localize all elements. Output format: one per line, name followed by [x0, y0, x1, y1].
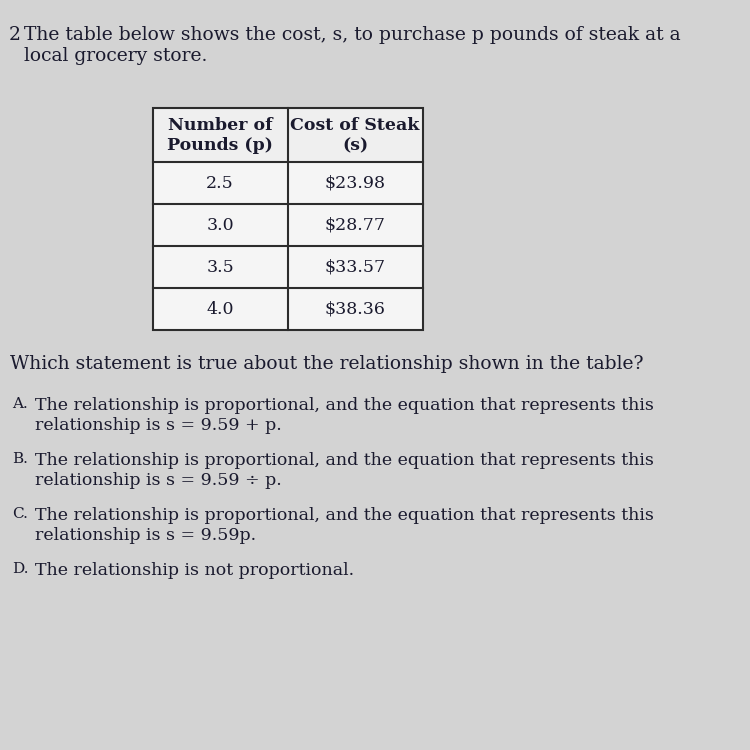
Text: The relationship is proportional, and the equation that represents this: The relationship is proportional, and th… — [34, 397, 654, 414]
Text: Number of: Number of — [168, 118, 272, 134]
Text: $33.57: $33.57 — [325, 259, 386, 275]
Text: 3.0: 3.0 — [206, 217, 234, 233]
Bar — [152, 108, 423, 330]
Text: relationship is s = 9.59 + p.: relationship is s = 9.59 + p. — [34, 417, 281, 434]
Bar — [152, 162, 423, 204]
Text: Pounds (p): Pounds (p) — [167, 137, 273, 154]
Text: 2: 2 — [9, 26, 21, 44]
Text: $38.36: $38.36 — [325, 301, 386, 317]
Bar — [152, 204, 423, 246]
Text: local grocery store.: local grocery store. — [23, 47, 207, 65]
Text: The relationship is proportional, and the equation that represents this: The relationship is proportional, and th… — [34, 452, 654, 469]
Text: $23.98: $23.98 — [325, 175, 386, 191]
Text: Cost of Steak: Cost of Steak — [290, 118, 420, 134]
Text: $28.77: $28.77 — [325, 217, 386, 233]
Text: C.: C. — [12, 507, 28, 521]
Text: relationship is s = 9.59 ÷ p.: relationship is s = 9.59 ÷ p. — [34, 472, 281, 489]
Text: The table below shows the cost, s, to purchase p pounds of steak at a: The table below shows the cost, s, to pu… — [23, 26, 680, 44]
Text: Which statement is true about the relationship shown in the table?: Which statement is true about the relati… — [10, 355, 644, 373]
Text: 4.0: 4.0 — [206, 301, 234, 317]
Text: (s): (s) — [342, 137, 368, 154]
Bar — [152, 108, 423, 162]
Text: 2.5: 2.5 — [206, 175, 234, 191]
Bar — [152, 246, 423, 288]
Text: The relationship is not proportional.: The relationship is not proportional. — [34, 562, 354, 579]
Text: A.: A. — [12, 397, 28, 411]
Text: 3.5: 3.5 — [206, 259, 234, 275]
Text: The relationship is proportional, and the equation that represents this: The relationship is proportional, and th… — [34, 507, 654, 524]
Bar — [152, 288, 423, 330]
Text: D.: D. — [12, 562, 28, 576]
Text: B.: B. — [12, 452, 28, 466]
Text: relationship is s = 9.59p.: relationship is s = 9.59p. — [34, 527, 256, 544]
